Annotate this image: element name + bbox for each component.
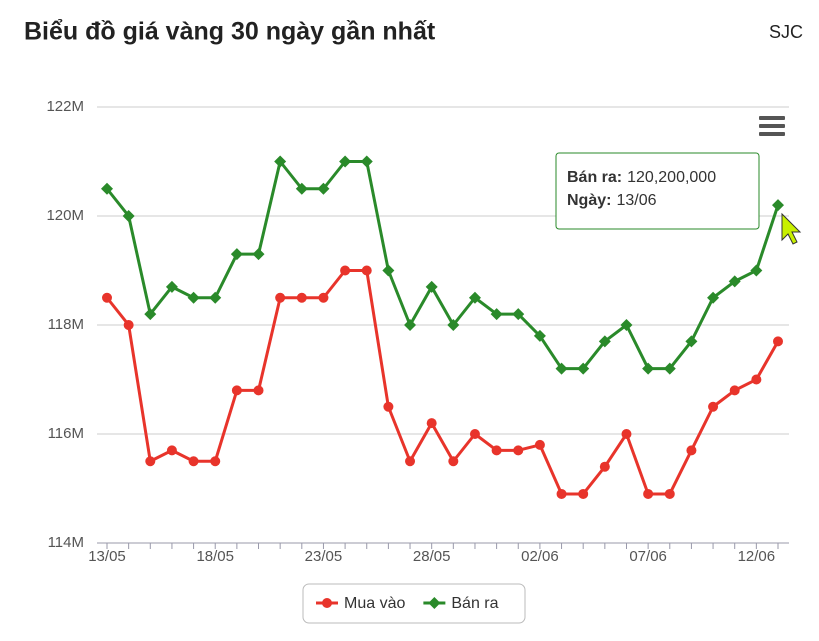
point (253, 385, 264, 396)
point (598, 335, 611, 348)
y-tick-label: 116M (48, 425, 84, 442)
point (426, 418, 437, 429)
point (620, 319, 633, 331)
x-tick-label: 13/05 (88, 548, 126, 565)
point (102, 292, 112, 303)
point (663, 362, 676, 375)
point (295, 182, 308, 195)
point (534, 439, 545, 450)
tooltip-label: Ngày: (567, 192, 611, 209)
point (447, 319, 460, 331)
point (360, 155, 373, 168)
tooltip-box (555, 152, 760, 230)
point (621, 429, 632, 439)
cursor (781, 212, 802, 245)
point (772, 199, 784, 212)
point (643, 488, 654, 499)
point (318, 292, 329, 303)
point (686, 445, 697, 456)
point (209, 291, 222, 304)
point (468, 291, 481, 304)
point (707, 291, 720, 304)
tooltip-value: 13/06 (616, 192, 656, 209)
point (404, 319, 417, 331)
point (469, 429, 480, 439)
tooltip-label: Bán ra: (567, 169, 622, 186)
point (382, 264, 395, 277)
point (685, 335, 698, 348)
x-tick-label: 18/05 (196, 548, 234, 565)
y-tick-label: 118M (48, 316, 84, 333)
legend-item[interactable]: Bán ra (423, 595, 499, 612)
point (122, 210, 135, 222)
point (556, 488, 567, 499)
point (166, 445, 177, 456)
point (165, 280, 178, 293)
point (339, 155, 352, 168)
point (144, 308, 157, 321)
point (187, 291, 200, 304)
y-tick-label: 114M (48, 534, 84, 551)
point (274, 155, 287, 168)
point (599, 461, 610, 472)
menu-button[interactable] (759, 116, 785, 136)
point (555, 362, 568, 375)
point (340, 265, 351, 276)
point (578, 488, 589, 499)
chart-subtitle: SJC (769, 22, 803, 42)
legend-label: Bán ra (451, 595, 498, 612)
point (729, 385, 740, 396)
point (231, 385, 242, 396)
legend-box (302, 583, 526, 624)
y-tick-label: 122M (46, 98, 84, 115)
point (252, 248, 265, 261)
point (405, 456, 416, 467)
tooltip-value: 120,200,000 (627, 169, 716, 186)
point (642, 362, 655, 375)
point (425, 280, 438, 293)
chart-title: Biểu đồ giá vàng 30 ngày gần nhất (24, 18, 436, 46)
point (188, 456, 199, 467)
legend-marker (428, 597, 441, 609)
legend-item[interactable]: Mua vào (316, 595, 405, 612)
point (145, 456, 156, 467)
x-tick-label: 28/05 (413, 548, 451, 565)
point (533, 329, 546, 342)
point (512, 308, 525, 321)
legend-marker (322, 598, 332, 608)
point (708, 401, 719, 412)
point (383, 401, 394, 412)
point (275, 292, 286, 303)
point (491, 445, 502, 456)
x-tick-label: 02/06 (521, 548, 559, 565)
point (210, 456, 221, 467)
point (751, 374, 762, 385)
x-tick-label: 07/06 (629, 548, 667, 565)
point (230, 248, 243, 261)
x-tick-label: 12/06 (738, 548, 776, 565)
y-tick-label: 120M (46, 207, 84, 224)
point (123, 320, 134, 330)
point (773, 336, 783, 347)
point (361, 265, 372, 276)
legend-label: Mua vào (344, 595, 405, 612)
point (577, 362, 590, 375)
point (513, 445, 524, 456)
point (448, 456, 459, 467)
point (664, 488, 675, 499)
point (101, 182, 113, 195)
point (317, 182, 330, 195)
point (750, 264, 763, 277)
point (490, 308, 503, 321)
point (728, 275, 741, 288)
x-tick-label: 23/05 (305, 548, 343, 565)
point (296, 292, 307, 303)
